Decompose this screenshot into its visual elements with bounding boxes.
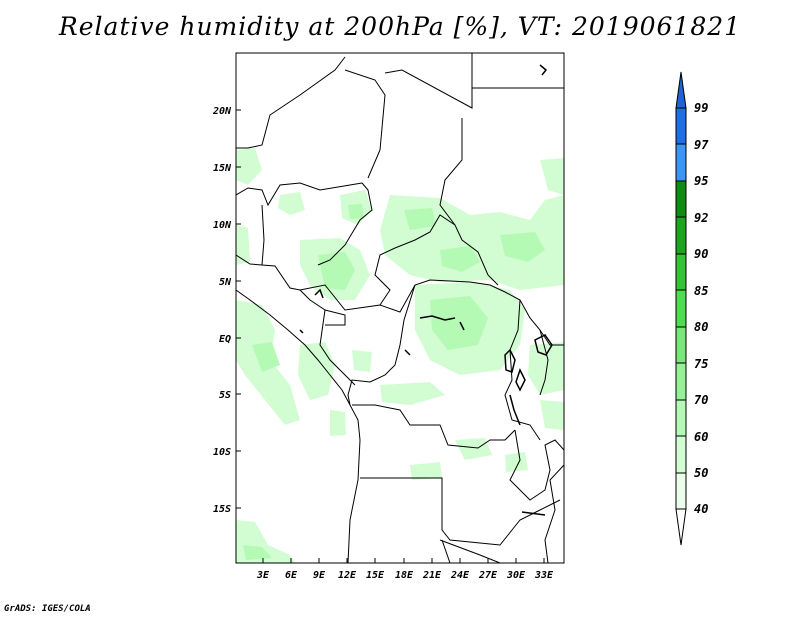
colorbar-label: 70 xyxy=(694,393,708,407)
y-tick-label: EQ xyxy=(219,334,231,345)
x-tick-labels: 3E 6E 9E 12E 15E 18E 21E 24E 27E 30E 33E xyxy=(256,570,554,581)
political-borders xyxy=(236,53,564,563)
humidity-band-60 xyxy=(243,204,545,560)
colorbar xyxy=(675,71,687,546)
colorbar-swatch xyxy=(675,435,687,474)
colorbar-top-arrow xyxy=(675,71,687,109)
x-tick-label: 12E xyxy=(338,570,357,581)
colorbar-label: 75 xyxy=(694,357,708,371)
colorbar-label: 85 xyxy=(694,284,708,298)
x-tick-label: 3E xyxy=(256,570,270,581)
colorbar-label: 99 xyxy=(694,101,708,115)
colorbar-swatch xyxy=(675,107,687,145)
lakes xyxy=(299,64,553,516)
y-tick-label: 10N xyxy=(213,220,232,231)
colorbar-label: 60 xyxy=(694,430,708,444)
y-tick-labels: 20N 15N 10N 5N EQ 5S 10S 15S xyxy=(212,106,232,515)
y-tick-label: 5N xyxy=(219,277,232,288)
humidity-band-50 xyxy=(236,148,564,563)
colorbar-swatch xyxy=(675,216,687,255)
colorbar-labels: 99 97 95 92 90 85 80 75 70 60 50 40 xyxy=(694,101,709,516)
colorbar-label: 92 xyxy=(694,211,708,225)
colorbar-label: 50 xyxy=(694,466,708,480)
x-tick-label: 9E xyxy=(313,570,326,581)
map-title: Relative humidity at 200hPa [%], VT: 201… xyxy=(58,12,742,41)
x-tick-label: 21E xyxy=(422,570,442,581)
x-tick-label: 15E xyxy=(366,570,385,581)
colorbar-swatch xyxy=(675,399,687,437)
colorbar-label: 95 xyxy=(694,174,708,188)
y-tick-label: 10S xyxy=(213,447,231,458)
x-tick-label: 27E xyxy=(478,570,498,581)
grads-credit: GrADS: IGES/COLA xyxy=(4,604,91,614)
colorbar-label: 97 xyxy=(694,138,709,152)
y-tick-label: 5S xyxy=(219,390,231,401)
x-tick-label: 24E xyxy=(450,570,470,581)
y-tick-label: 20N xyxy=(212,106,232,117)
y-axis xyxy=(236,109,241,509)
x-axis xyxy=(262,558,545,563)
x-tick-label: 18E xyxy=(395,570,414,581)
colorbar-swatch xyxy=(675,289,687,328)
colorbar-swatch xyxy=(675,143,687,182)
colorbar-label: 90 xyxy=(694,247,708,261)
humidity-shading xyxy=(236,148,564,563)
map-frame xyxy=(235,52,565,564)
y-tick-label: 15S xyxy=(213,504,231,515)
colorbar-swatch xyxy=(675,326,687,364)
x-tick-label: 33E xyxy=(534,570,554,581)
colorbar-swatch xyxy=(675,362,687,401)
colorbar-swatch xyxy=(675,180,687,218)
x-tick-label: 6E xyxy=(285,570,298,581)
colorbar-bottom-arrow xyxy=(675,508,687,546)
colorbar-swatch xyxy=(675,253,687,291)
x-tick-label: 30E xyxy=(506,570,526,581)
y-tick-label: 15N xyxy=(213,163,232,174)
colorbar-swatch xyxy=(675,472,687,510)
colorbar-label: 80 xyxy=(694,320,708,334)
colorbar-label: 40 xyxy=(694,502,708,516)
